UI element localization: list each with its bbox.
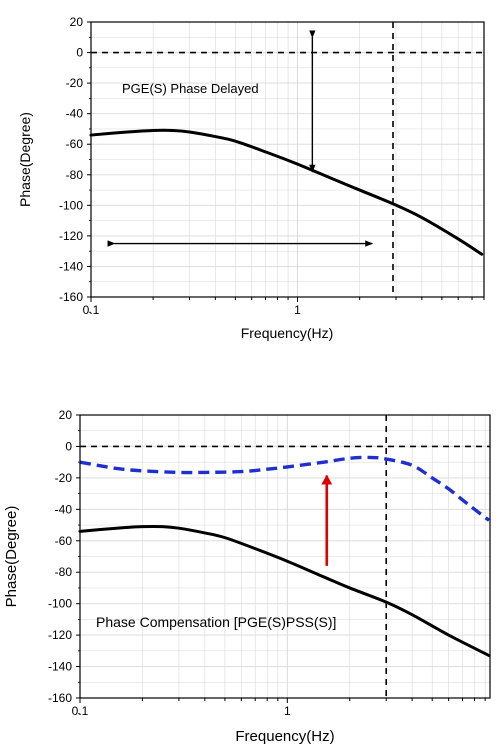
chart-top-y-axis-label: Phase(Degree) [17, 112, 33, 207]
chart-bottom-x-axis-label: Frequency(Hz) [235, 728, 334, 745]
chart-top-annotation: PGE(S) Phase Delayed [122, 81, 259, 96]
y-tick-label: 0 [76, 46, 83, 60]
chart-top-reference-lines [91, 22, 484, 297]
chart-bottom-series [78, 455, 491, 658]
chart-bottom-reference-lines [80, 415, 490, 698]
chart-top-series [89, 128, 484, 256]
y-tick-label: -100 [59, 198, 83, 212]
y-tick-label: -120 [59, 229, 83, 243]
chart-bottom-annotation: Phase Compensation [PGE(S)PSS(S)] [96, 614, 336, 630]
x-tick-label: 1 [294, 303, 301, 317]
y-tick-label: -140 [59, 259, 83, 273]
y-tick-label: 0 [65, 439, 72, 453]
y-tick-label: -120 [48, 628, 72, 642]
y-tick-label: -160 [59, 290, 83, 304]
chart-bottom-y-axis-label: Phase(Degree) [3, 506, 20, 608]
x-tick-label: 0.1 [72, 704, 89, 718]
y-tick-label: -40 [55, 502, 73, 516]
y-tick-label: 20 [59, 408, 73, 422]
y-tick-label: -60 [55, 534, 73, 548]
y-tick-label: -60 [66, 137, 84, 151]
chart-top-x-axis-label: Frequency(Hz) [241, 325, 334, 341]
y-tick-label: -20 [55, 471, 73, 485]
chart-bottom-grid [79, 414, 490, 699]
chart-top-arrows [107, 30, 374, 247]
chart-top-series-phase [89, 128, 484, 256]
y-tick-label: -140 [48, 660, 72, 674]
chart-bottom-series-compensated-phase [79, 455, 491, 522]
x-tick-label: 0.1 [83, 303, 100, 317]
y-tick-label: -80 [66, 168, 84, 182]
y-tick-label: -40 [66, 107, 84, 121]
y-tick-label: 20 [70, 15, 84, 29]
y-tick-label: -20 [66, 76, 84, 90]
y-tick-label: -160 [48, 691, 72, 705]
y-tick-label: -80 [55, 565, 73, 579]
chart-bottom-series-phase [78, 524, 491, 658]
x-tick-label: 1 [284, 704, 291, 718]
y-tick-label: -100 [48, 597, 72, 611]
